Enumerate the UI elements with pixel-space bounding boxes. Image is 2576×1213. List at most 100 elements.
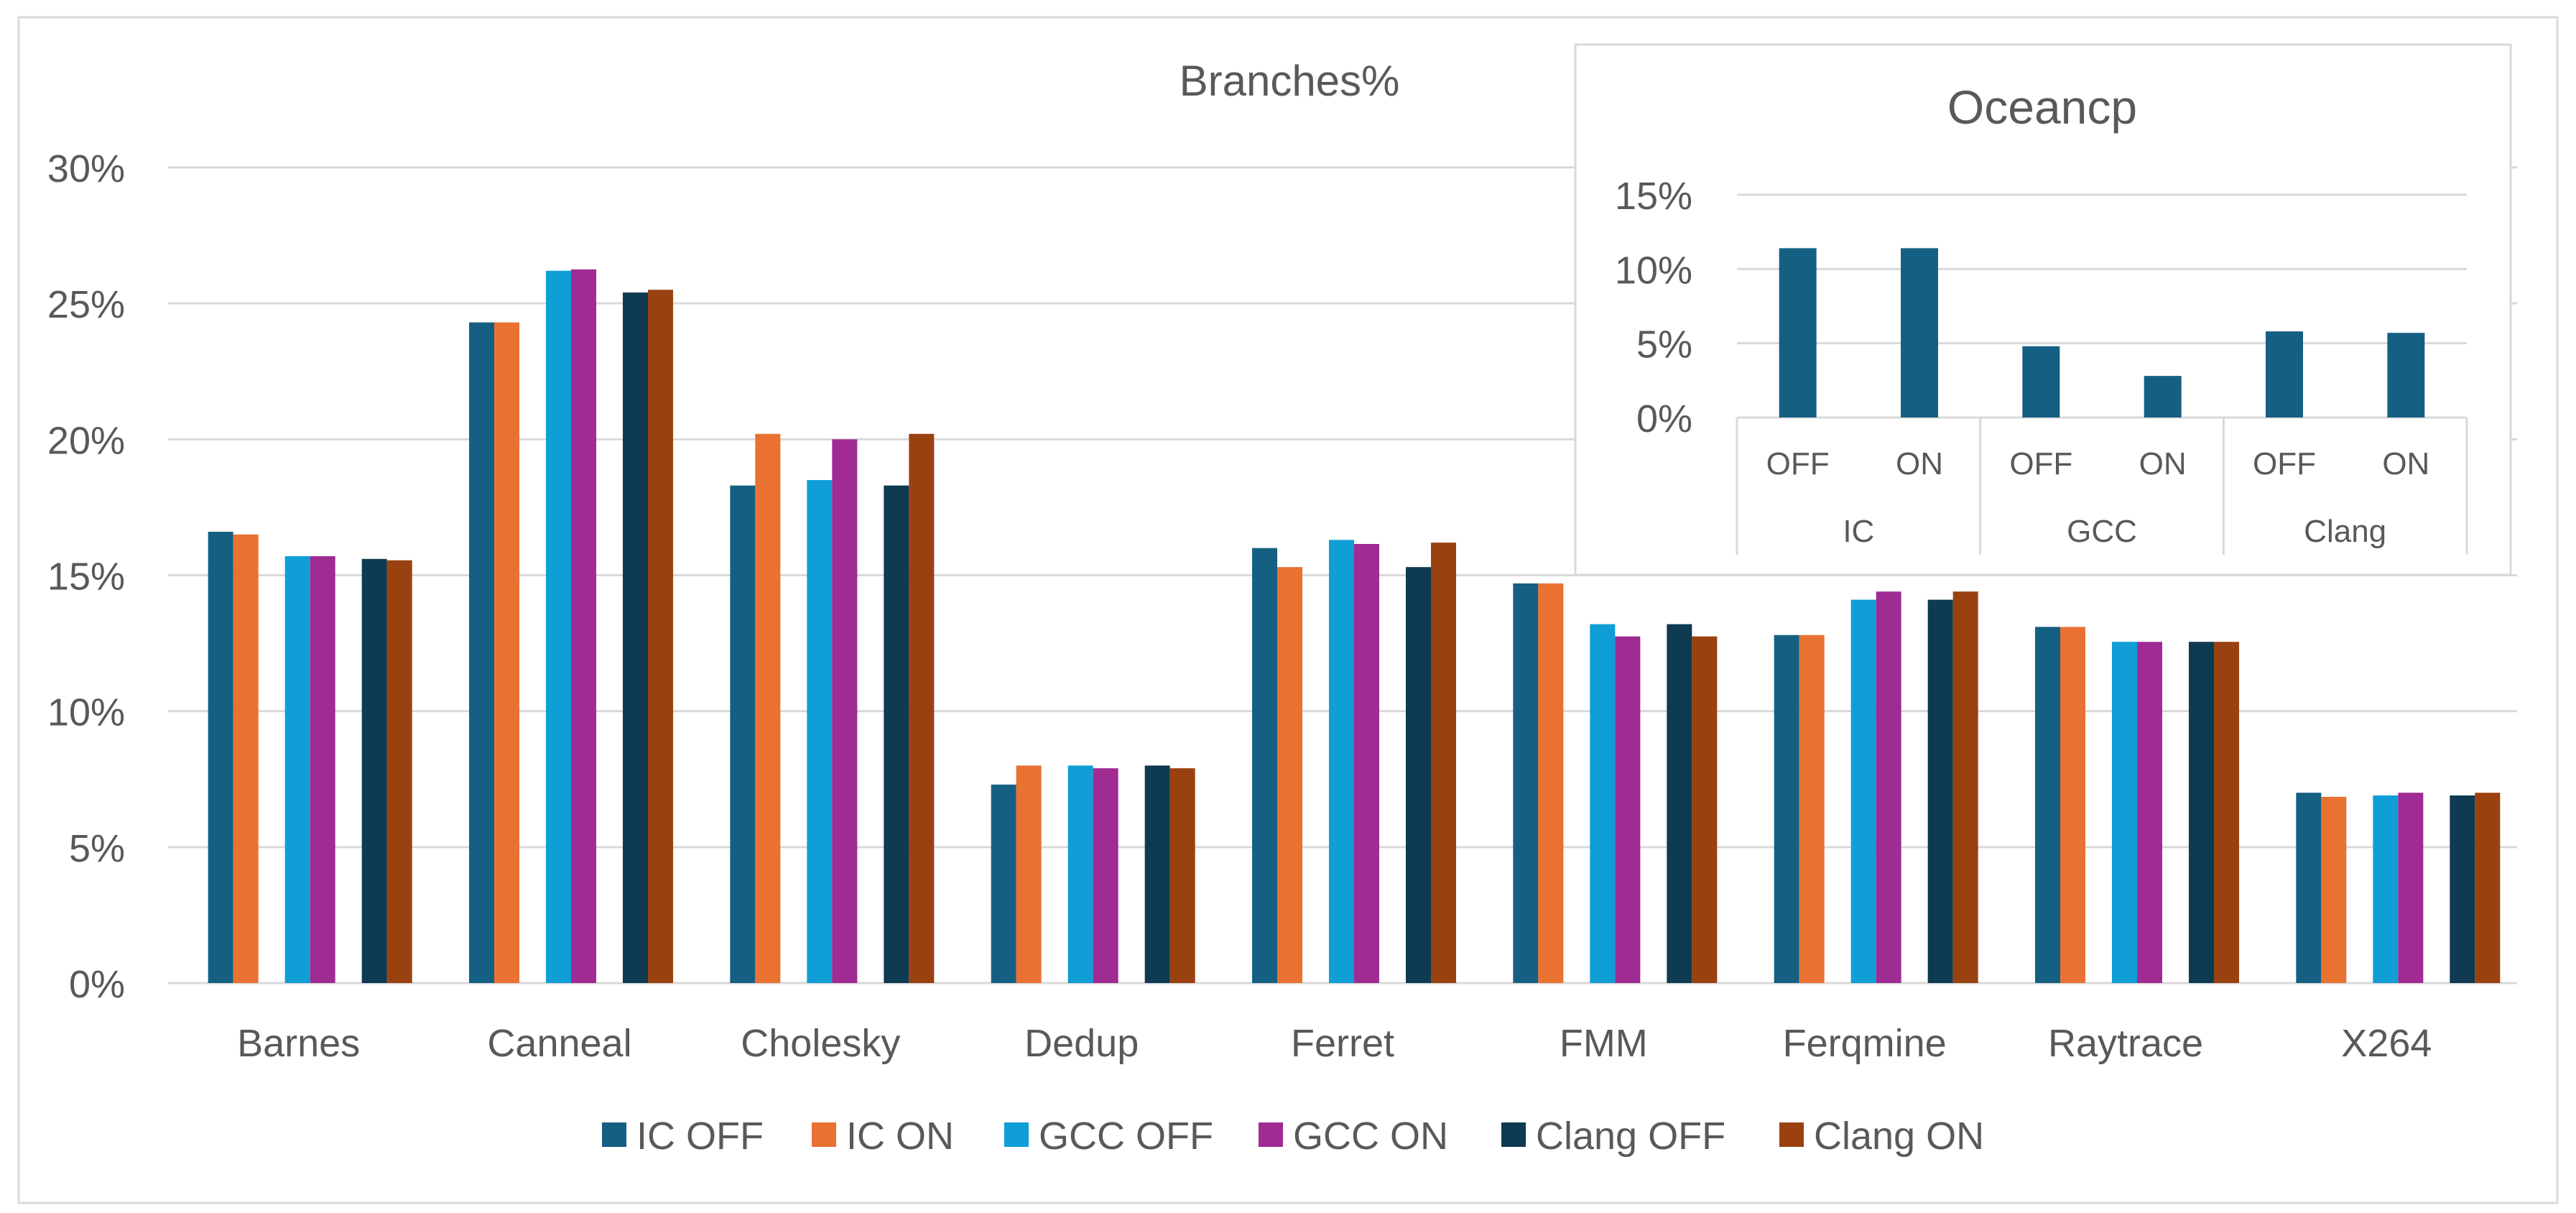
bar-cholesky-gcc-off [807,480,833,983]
bar-cholesky-clang-on [909,433,935,983]
inset-bar-clang-on [2387,333,2425,418]
bar-ferqmine-gcc-off [1850,599,1876,983]
bar-dedup-clang-off [1144,765,1170,983]
inset-x-tick-label: OFF [1766,446,1830,481]
inset-group-label: Clang [2304,514,2386,549]
inset-x-tick-label: OFF [2009,446,2072,481]
legend-swatch-clang-off [1501,1122,1526,1147]
main-y-tick-labels: 0% 5% 10% 15% 20% 25% 30% [47,147,125,1006]
inset-group-label: IC [1843,514,1874,549]
main-x-tick-label: Ferqmine [1783,1022,1947,1065]
bar-dedup-clang-on [1169,768,1195,983]
legend-swatch-ic-on [812,1122,836,1147]
main-x-tick-label: Raytrace [2048,1022,2203,1065]
bar-ferret-ic-off [1252,548,1277,983]
inset-chart: Oceancp 0% 5% 10% 15% OFF ON OFF ON OFF ON IC GCC… [1574,43,2512,576]
inset-x-tick-labels: OFF ON OFF ON OFF ON [1766,446,2430,481]
legend-label-gcc-off: GCC OFF [1039,1115,1213,1158]
bar-cholesky-clang-off [884,485,909,983]
legend-label-ic-off: IC OFF [636,1115,764,1158]
bar-raytrace-clang-off [2189,642,2214,983]
main-y-tick-label: 10% [47,691,125,734]
main-x-tick-label: Ferret [1291,1022,1394,1065]
inset-x-tick-label: ON [2382,446,2429,481]
main-bars [208,269,2501,983]
main-y-tick-label: 25% [47,283,125,326]
inset-bar-gcc-on [2144,376,2182,418]
bar-fmm-ic-on [1538,583,1564,983]
inset-x-tick-label: ON [1896,446,1943,481]
inset-y-tick-label: 15% [1615,175,1692,218]
bar-x264-clang-on [2475,793,2501,983]
bar-dedup-ic-off [991,784,1016,983]
inset-bars [1779,248,2425,418]
inset-y-tick-label: 0% [1636,397,1692,441]
bar-ferret-ic-on [1277,567,1302,983]
main-x-tick-label: FMM [1560,1022,1648,1065]
bar-cholesky-ic-on [755,433,781,983]
inset-bar-ic-off [1779,248,1817,418]
bar-raytrace-clang-on [2214,642,2239,983]
bar-x264-gcc-on [2398,793,2424,983]
bar-ferret-clang-on [1431,543,1456,983]
main-x-tick-label: Barnes [237,1022,360,1065]
bar-barnes-clang-off [361,558,387,983]
main-y-tick-label: 30% [47,147,125,190]
inset-y-tick-label: 5% [1636,323,1692,366]
main-x-tick-label: X264 [2341,1022,2432,1065]
bar-canneal-ic-off [469,322,494,983]
inset-x-tick-label: OFF [2253,446,2316,481]
inset-bar-gcc-off [2022,346,2060,418]
main-x-tick-label: Dedup [1024,1022,1139,1065]
bar-fmm-clang-on [1692,636,1718,983]
bar-cholesky-gcc-on [832,439,858,983]
bar-fmm-gcc-off [1590,624,1616,983]
bar-raytrace-ic-off [2035,627,2060,983]
inset-group-labels: IC GCC Clang [1736,418,2468,555]
bar-ferqmine-clang-on [1952,591,1978,983]
inset-y-tick-labels: 0% 5% 10% 15% [1615,175,1692,441]
main-y-tick-label: 0% [69,963,125,1006]
bar-ferqmine-ic-on [1799,635,1825,983]
inset-gridlines [1737,193,2467,419]
bar-barnes-clang-on [386,560,412,983]
bar-raytrace-gcc-off [2112,642,2137,983]
legend-swatch-clang-on [1779,1122,1804,1147]
bar-dedup-ic-on [1016,765,1042,983]
main-y-tick-label: 5% [69,827,125,870]
inset-y-tick-label: 10% [1615,249,1692,292]
legend: IC OFF IC ON GCC OFF GCC ON Clang OFF Clang O… [602,1115,1984,1158]
bar-raytrace-ic-on [2060,627,2085,983]
bar-ferret-gcc-on [1354,543,1379,983]
main-y-tick-label: 15% [47,555,125,599]
bar-x264-ic-off [2296,793,2322,983]
bar-fmm-clang-off [1667,624,1692,983]
inset-chart-title: Oceancp [1947,80,2137,134]
bar-canneal-clang-on [648,290,673,983]
bar-ferqmine-clang-off [1927,599,1953,983]
legend-swatch-ic-off [602,1122,626,1147]
bar-fmm-ic-off [1513,583,1539,983]
legend-label-clang-on: Clang ON [1814,1115,1984,1158]
bar-raytrace-gcc-on [2137,642,2162,983]
legend-swatch-gcc-off [1004,1122,1029,1147]
legend-label-clang-off: Clang OFF [1536,1115,1725,1158]
main-x-tick-label: Canneal [487,1022,631,1065]
bar-dedup-gcc-on [1093,768,1118,983]
bar-x264-gcc-off [2373,795,2399,983]
bar-dedup-gcc-off [1067,765,1093,983]
bar-x264-clang-off [2450,795,2475,983]
inset-x-tick-label: ON [2139,446,2187,481]
inset-group-label: GCC [2067,514,2137,549]
bar-ferret-gcc-off [1329,540,1354,983]
inset-bar-clang-off [2266,331,2303,418]
bar-canneal-ic-on [494,322,519,983]
legend-label-ic-on: IC ON [846,1115,954,1158]
bar-barnes-gcc-off [284,556,310,983]
inset-border [1574,43,2512,576]
main-y-tick-label: 20% [47,419,125,462]
bar-canneal-clang-off [623,292,648,983]
bar-cholesky-ic-off [730,485,756,983]
bar-barnes-ic-on [233,534,259,983]
